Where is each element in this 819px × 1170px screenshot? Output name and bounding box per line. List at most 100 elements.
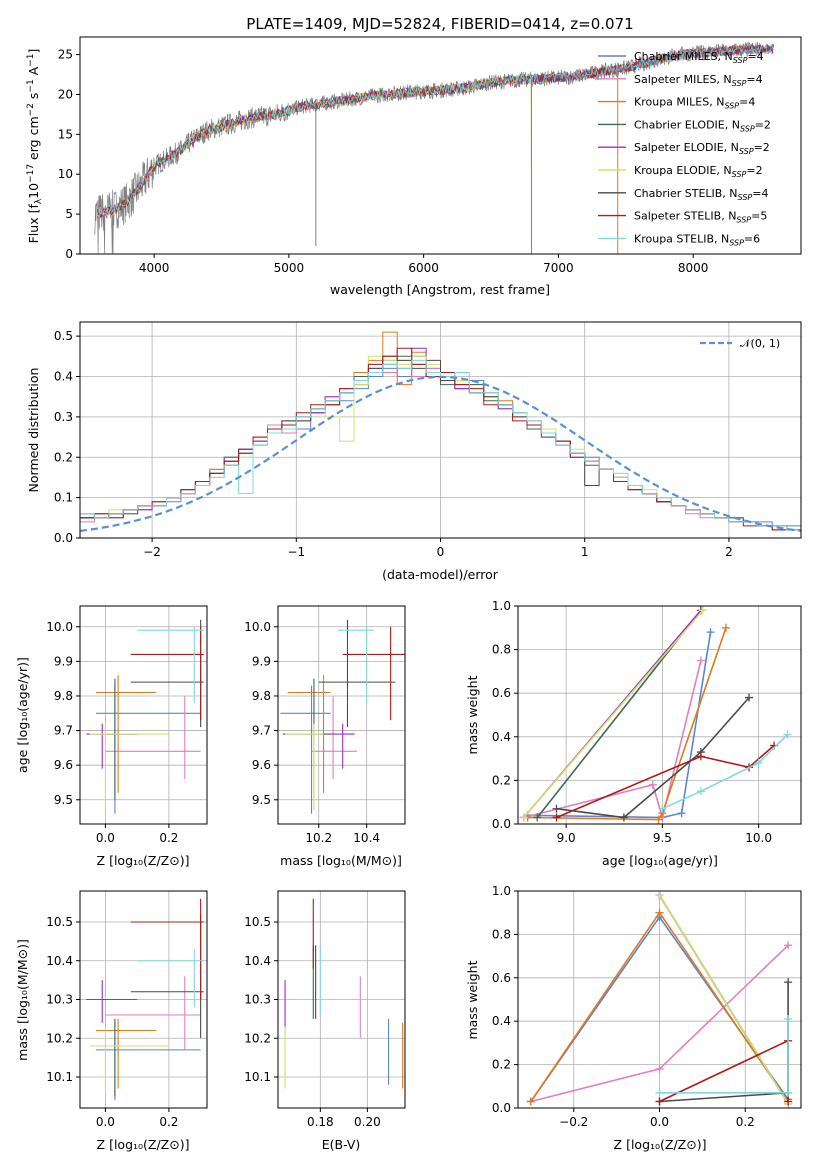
- y-tick-label: 10.0: [244, 620, 271, 634]
- y-tick-label: 0.2: [492, 1058, 511, 1072]
- x-tick-label: 4000: [139, 261, 170, 275]
- y-tick-label: 25: [58, 48, 73, 62]
- y-tick-label: 10.5: [244, 915, 271, 929]
- weight-point-marker: [655, 1097, 664, 1106]
- y-tick-label: 10.4: [46, 954, 73, 968]
- x-tick-label: 9.0: [557, 831, 576, 845]
- y-tick-label: 5: [65, 207, 73, 221]
- weight-point-marker: [696, 787, 705, 796]
- legend-label: Chabrier ELODIE, NSSP=2: [634, 118, 771, 133]
- weight-point-marker: [677, 809, 686, 818]
- weight-vs-z-panel: −0.2 0.0 0.2 0.0 0.2 0.4 0.6 0.8 1.0 Z [log₁₀(Z/…: [465, 884, 802, 1152]
- weight-point-marker: [698, 606, 707, 615]
- x-tick-label: 8000: [678, 261, 709, 275]
- y-tick-label: 0.3: [54, 410, 73, 424]
- spectrum-legend: Chabrier MILES, NSSP=4 Salpeter MILES, NS…: [598, 50, 771, 247]
- y-tick-label: 0.6: [492, 971, 511, 985]
- y-tick-label: 9.6: [252, 758, 271, 772]
- x-tick-label: 0.2: [736, 1115, 755, 1129]
- x-tick-label: 9.5: [653, 831, 672, 845]
- weight-point-marker: [654, 815, 663, 824]
- y-tick-label: 10.4: [244, 954, 271, 968]
- model-fit-line: [97, 44, 774, 217]
- y-tick-label: 15: [58, 127, 73, 141]
- weight-point-marker: [526, 1097, 535, 1106]
- y-tick-label: 0.2: [492, 773, 511, 787]
- age-vs-z-frame: [79, 605, 208, 825]
- y-tick-label: 10.3: [46, 993, 73, 1007]
- residual-legend: 𝒩(0, 1): [700, 337, 780, 350]
- x-tick-label: 0.0: [96, 1115, 115, 1129]
- x-tick-label: 6000: [408, 261, 439, 275]
- y-tick-label: 0.0: [492, 817, 511, 831]
- y-tick-label: 0.8: [492, 643, 511, 657]
- weight-point-marker: [655, 908, 664, 917]
- spectrum-title: PLATE=1409, MJD=52824, FIBERID=0414, z=0…: [246, 15, 633, 33]
- y-tick-label: 0.4: [492, 730, 511, 744]
- y-tick-label: 0.6: [492, 686, 511, 700]
- x-tick-label: 0.2: [159, 1115, 178, 1129]
- x-tick-label: 0.0: [650, 1115, 669, 1129]
- age-vs-mass-xlabel: mass [log₁₀(M/M⊙)]: [280, 853, 402, 868]
- y-tick-label: 9.6: [54, 758, 73, 772]
- weight-point-marker: [519, 813, 528, 822]
- mass-vs-z-ylabel: mass [log₁₀(M/M⊙)]: [15, 939, 30, 1061]
- y-tick-label: 0.0: [54, 531, 73, 545]
- x-tick-label: −2: [143, 545, 161, 559]
- weight-point-marker: [745, 693, 754, 702]
- age-vs-mass-panel: 10.2 10.4 9.5 9.6 9.7 9.8 9.9 10.0 mass [log₁₀(…: [244, 605, 406, 868]
- legend-label: Kroupa ELODIE, NSSP=2: [634, 164, 763, 179]
- age-vs-z-ylabel: age [log₁₀(age/yr)]: [15, 657, 30, 773]
- y-tick-label: 0.2: [54, 450, 73, 464]
- y-tick-label: 10.3: [244, 993, 271, 1007]
- y-tick-label: 0.4: [492, 1014, 511, 1028]
- weight-series-line: [523, 609, 704, 819]
- legend-label: Chabrier STELIB, NSSP=4: [634, 187, 768, 202]
- weight-series-line: [662, 734, 789, 810]
- weight-point-marker: [552, 813, 561, 822]
- y-tick-label: 0: [65, 247, 73, 261]
- gaussian-legend-label: 𝒩(0, 1): [740, 337, 780, 350]
- weight-vs-z-ylabel: mass weight: [465, 960, 480, 1039]
- weight-point-marker: [706, 628, 715, 637]
- y-tick-label: 10.2: [244, 1031, 271, 1045]
- y-tick-label: 10: [58, 167, 73, 181]
- mass-vs-ebv-panel: 0.18 0.20 10.1 10.2 10.3 10.4 10.5 E(B-V): [244, 890, 406, 1152]
- y-tick-label: 9.8: [252, 689, 271, 703]
- age-vs-z-panel: 0.0 0.2 9.5 9.6 9.7 9.8 9.9 10.0 Z [log₁₀(Z/Z⊙)…: [15, 605, 208, 868]
- y-tick-label: 0.1: [54, 491, 73, 505]
- y-tick-label: 10.0: [46, 620, 73, 634]
- weight-point-marker: [655, 891, 664, 900]
- weight-point-marker: [754, 758, 763, 767]
- weight-point-marker: [696, 752, 705, 761]
- y-tick-label: 0.0: [492, 1101, 511, 1115]
- y-tick-label: 0.5: [54, 329, 73, 343]
- weight-series-line: [523, 660, 702, 821]
- x-tick-label: 0.2: [159, 831, 178, 845]
- spectrum-ylabel: Flux [fλ10−17 erg cm−2 s−1 A−1]: [26, 49, 44, 244]
- weight-point-marker: [784, 978, 793, 987]
- weight-series-line: [658, 894, 789, 1105]
- legend-label: Kroupa STELIB, NSSP=6: [634, 232, 760, 247]
- residual-ylabel: Normed distribution: [26, 368, 41, 493]
- x-tick-label: 10.2: [305, 831, 332, 845]
- weight-point-marker: [696, 656, 705, 665]
- x-tick-label: 0.0: [96, 831, 115, 845]
- x-tick-label: −0.2: [559, 1115, 588, 1129]
- x-tick-label: −1: [287, 545, 305, 559]
- weight-point-marker: [533, 813, 542, 822]
- weight-point-marker: [721, 623, 730, 632]
- y-tick-label: 10.5: [46, 915, 73, 929]
- legend-label: Salpeter ELODIE, NSSP=2: [634, 141, 770, 156]
- x-tick-label: 10.4: [353, 831, 380, 845]
- y-tick-label: 0.8: [492, 927, 511, 941]
- y-tick-label: 10.2: [46, 1031, 73, 1045]
- x-tick-label: 1: [581, 545, 589, 559]
- weight-series-line: [556, 744, 775, 819]
- y-tick-label: 9.7: [252, 724, 271, 738]
- x-tick-label: 7000: [543, 261, 574, 275]
- mass-vs-z-xlabel: Z [log₁₀(Z/Z⊙)]: [97, 1137, 190, 1152]
- y-tick-label: 10.1: [244, 1070, 271, 1084]
- legend-label: Salpeter STELIB, NSSP=5: [634, 210, 767, 225]
